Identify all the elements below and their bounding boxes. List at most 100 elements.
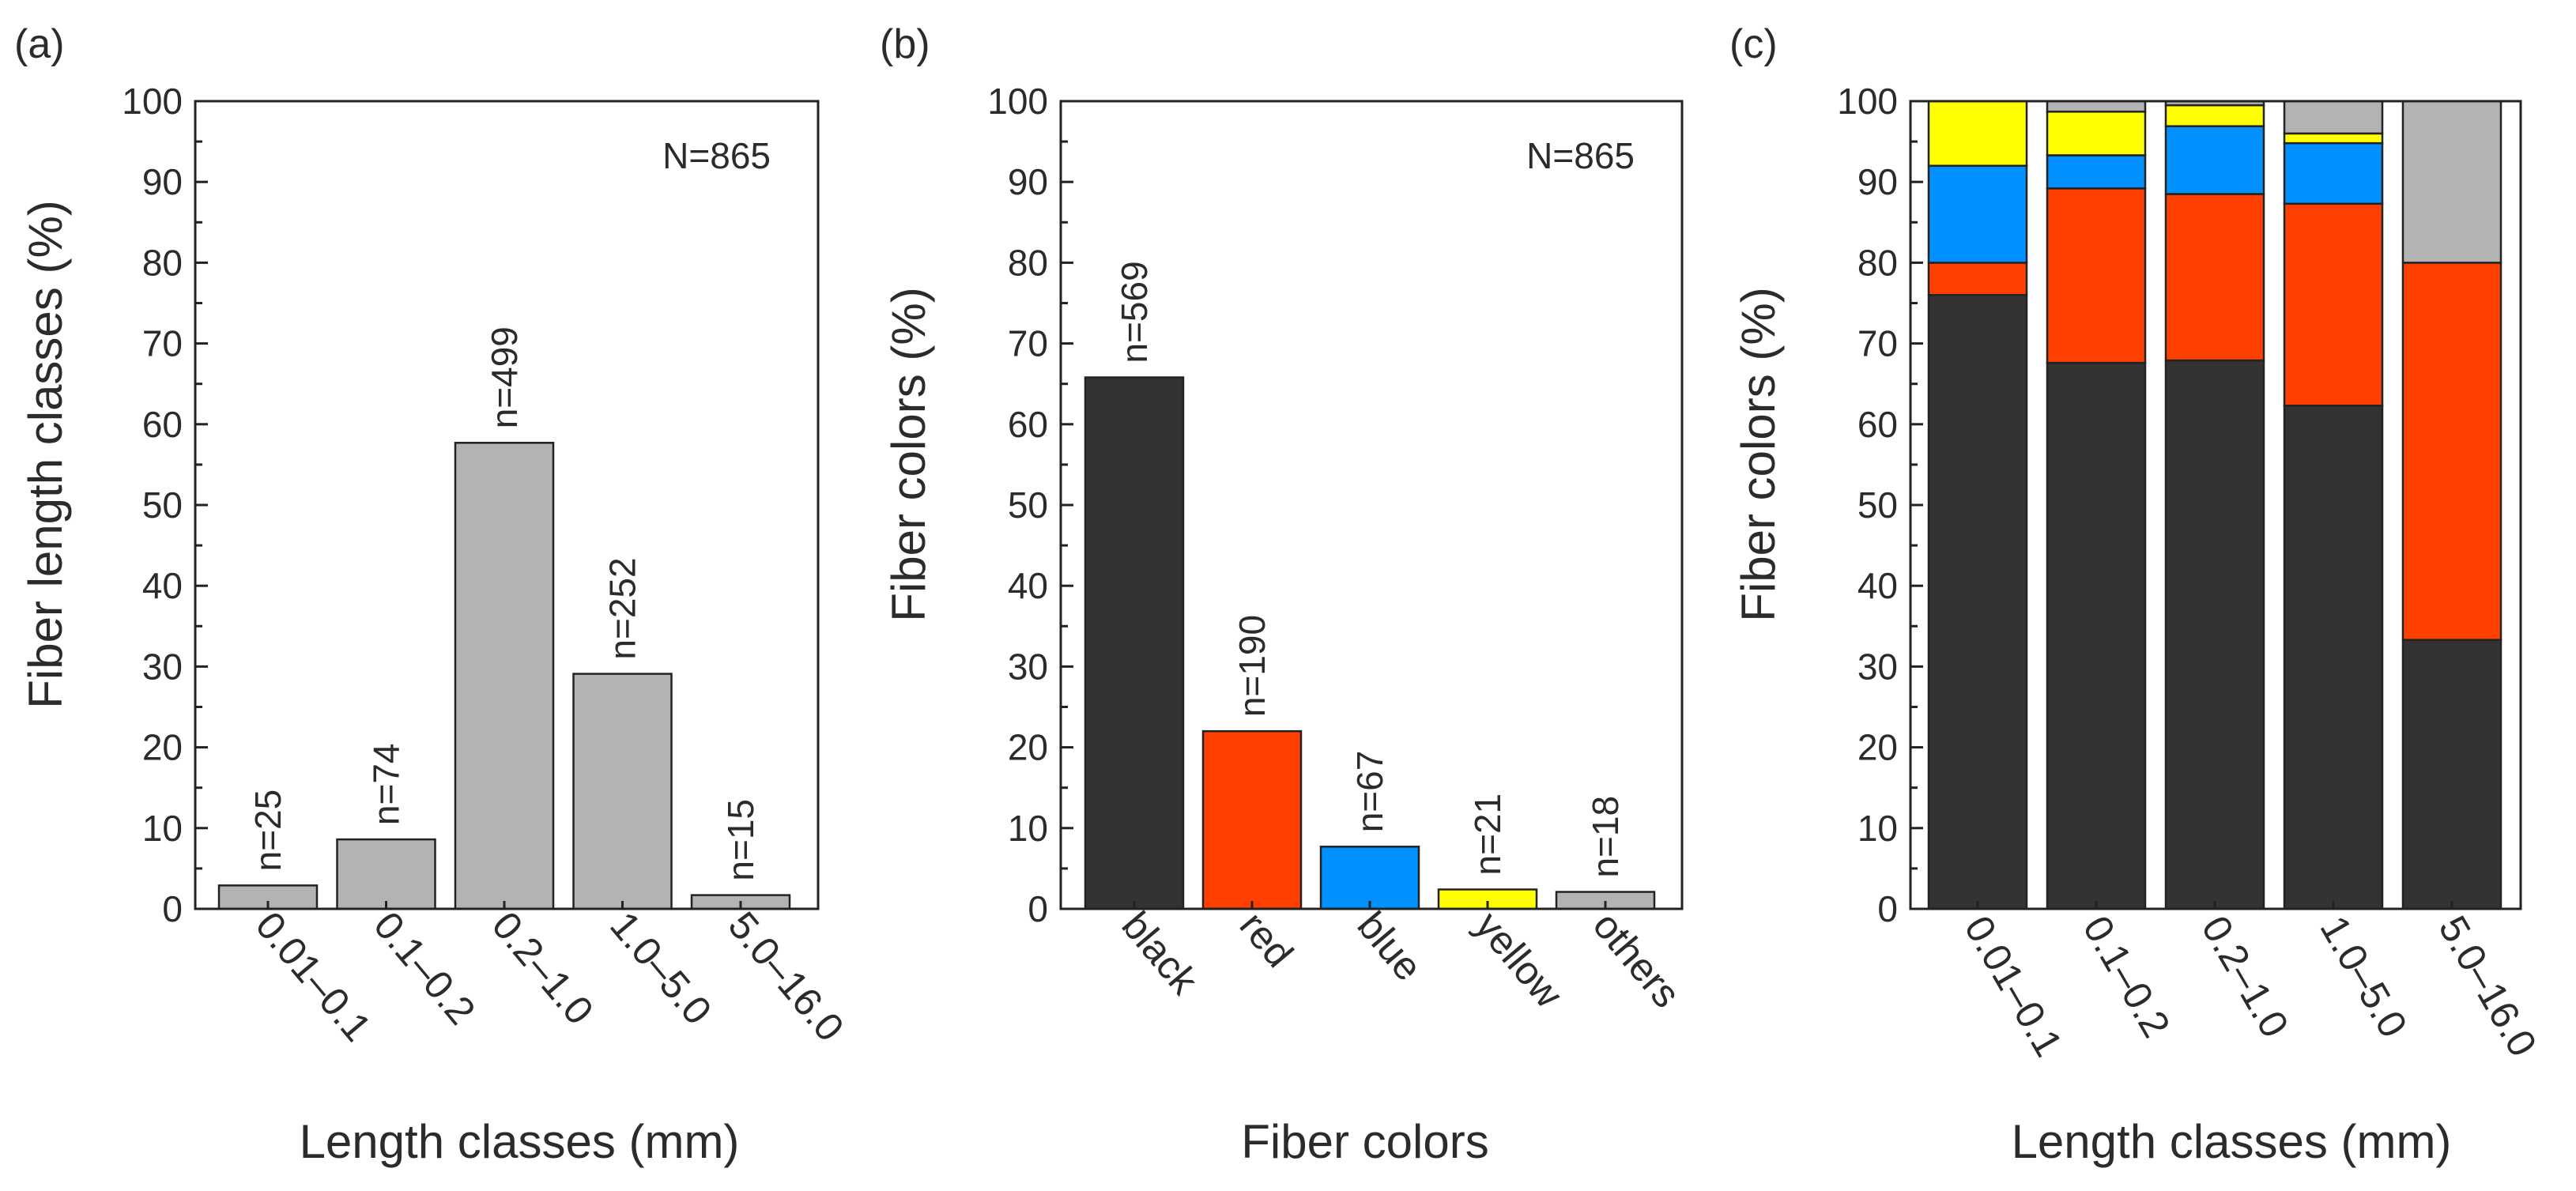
panel-b-label: (b) [880,21,930,67]
panel-c-bar-0-segment-blue [1927,164,2028,264]
panel-c-colors-by-length: (c) Fiber colors (%) Length classes (mm)… [1729,21,2545,1168]
panel-b-fiber-colors: (b) Fiber colors (%) N=865 Fiber colors … [880,21,1689,1168]
panel-a-x-tick-label: 0.1–0.2 [365,903,484,1033]
panel-b-y-tick-label: 50 [1008,484,1048,526]
panel-a-bar-labels: n=25 n=74 n=499 n=252 n=15 [247,326,761,881]
panel-a-plot-frame [194,100,820,910]
panel-a-bar-1 [336,838,436,910]
panel-c-y-tick-label: 80 [1858,242,1898,283]
panel-c-x-tick-label: 0.2–1.0 [2193,909,2297,1045]
panel-c-y-tick-label: 100 [1837,81,1898,122]
panel-a-bar-2 [454,442,555,910]
panel-b-bar-count-label-2: n=67 [1349,751,1390,833]
panel-b-x-tick-labels: black red blue yellow others [1114,901,1689,1016]
panel-a-y-tick-label: 40 [142,565,183,606]
panel-c-y-tick-labels: 0 10 20 30 40 50 60 70 80 90 100 [1837,81,1923,929]
panel-c-y-tick-label: 10 [1858,808,1898,849]
panel-c-bar-3-segment-blue [2283,141,2384,205]
panel-b-bar-count-label-1: n=190 [1231,615,1273,717]
panel-a-bar-count-label-3: n=252 [602,557,643,659]
panel-a-x-tick-label: 1.0–5.0 [602,903,720,1033]
panel-b-y-tick-label: 10 [1008,808,1048,849]
panel-c-ylabel: Fiber colors (%) [1732,287,1785,621]
panel-a-total-label: N=865 [662,135,771,176]
panel-b-bar-labels: n=569 n=190 n=67 n=21 n=18 [1114,261,1626,877]
panel-b-y-tick-label: 80 [1008,242,1048,283]
panel-b-ylabel: Fiber colors (%) [882,287,935,621]
panel-b-x-tick-label: yellow [1467,903,1572,1016]
panel-a-y-tick-label: 100 [122,81,183,122]
panel-b-y-tick-label: 70 [1008,323,1048,364]
panel-c-bar-1-segment-red [2046,187,2147,364]
panel-a-bar-3 [572,673,673,910]
panel-b-plot-frame [1059,100,1684,910]
panel-c-y-tick-label: 60 [1858,404,1898,445]
panel-a-bars [217,442,791,910]
panel-c-x-tick-label: 5.0–16.0 [2430,909,2545,1065]
panel-b-bar-2 [1319,846,1420,910]
panel-c-label: (c) [1729,21,1778,67]
panel-c-x-tick-label: 1.0–5.0 [2311,909,2416,1045]
panel-b-y-tick-label: 60 [1008,404,1048,445]
panel-c-bar-1-segment-others [2046,100,2147,113]
panel-a-ylabel: Fiber length classes (%) [19,200,72,709]
panel-b-x-tick-label: blue [1349,903,1431,989]
panel-a-bar-count-label-1: n=74 [366,743,407,825]
panel-c-plot-frame [1909,100,2522,910]
panel-c-bar-4-segment-others [2401,100,2502,264]
panel-c-bar-0-segment-red [1927,262,2028,296]
panel-b-y-tick-labels: 0 10 20 30 40 50 60 70 80 90 100 [987,81,1073,929]
panel-a-y-tick-labels: 0 10 20 30 40 50 60 70 80 90 100 [122,81,208,929]
panel-a-y-tick-label: 0 [162,888,183,929]
panel-c-bar-3-segment-red [2283,202,2384,407]
panel-c-bar-3-segment-black [2283,405,2384,910]
panel-a-y-tick-label: 30 [142,646,183,687]
panel-c-y-tick-label: 0 [1877,888,1898,929]
panel-b-y-tick-label: 40 [1008,565,1048,606]
panel-a-x-tick-label: 5.0–16.0 [720,903,853,1050]
panel-c-bar-0-segment-black [1927,294,2028,910]
panel-b-bar-count-label-4: n=18 [1585,796,1626,878]
panel-c-bar-1-segment-blue [2046,154,2147,190]
panel-c-y-tick-label: 70 [1858,323,1898,364]
panel-b-x-tick-label: red [1231,903,1302,975]
panel-a-x-tick-label: 0.2–1.0 [484,903,602,1033]
panel-a-bar-count-label-2: n=499 [484,326,525,428]
panel-c-y-tick-label: 40 [1858,565,1898,606]
panel-b-y-tick-label: 30 [1008,646,1048,687]
panel-c-stacked-bars [1927,100,2502,910]
panel-c-xlabel: Length classes (mm) [2012,1115,2452,1168]
panel-a-y-tick-label: 60 [142,404,183,445]
panel-c-bar-3-segment-yellow [2283,132,2384,145]
panel-a-label: (a) [14,21,65,67]
panel-c-bar-4-segment-black [2401,639,2502,910]
panel-a-x-tick-labels: 0.01–0.10.1–0.2 0.2–1.0 1.0–5.0 5.0–16.0 [247,901,853,1050]
panel-b-bar-count-label-3: n=21 [1467,793,1508,876]
panel-b-y-tick-label: 90 [1008,161,1048,202]
panel-c-y-tick-label: 30 [1858,646,1898,687]
panel-b-bar-count-label-0: n=569 [1114,261,1155,363]
panel-c-x-tick-labels: 0.01–0.1 0.1–0.2 0.2–1.0 1.0–5.0 5.0–16.0 [1956,901,2545,1064]
panel-c-bar-1-segment-black [2046,361,2147,910]
panel-b-x-tick-label: others [1585,903,1689,1016]
panel-b-y-tick-label: 0 [1028,888,1048,929]
panel-a-x-tick-label: 0.01–0.1 [247,903,380,1050]
panel-c-x-tick-label: 0.01–0.1 [1956,909,2071,1065]
panel-b-x-tick-label: black [1114,903,1208,1003]
panel-c-bar-1-segment-yellow [2046,111,2147,156]
panel-c-x-tick-label: 0.1–0.2 [2074,909,2178,1045]
panel-b-xlabel: Fiber colors [1241,1115,1488,1168]
panel-c-bar-2-segment-blue [2164,125,2265,195]
panel-c-bar-3-segment-others [2283,100,2384,135]
panel-a-y-tick-label: 50 [142,484,183,526]
panel-c-y-tick-label: 50 [1858,484,1898,526]
panel-b-total-label: N=865 [1526,135,1635,176]
panel-a-y-tick-label: 20 [142,727,183,768]
panel-a-bar-count-label-0: n=25 [247,790,289,872]
panel-b-y-tick-label: 100 [987,81,1048,122]
panel-a-y-tick-label: 10 [142,808,183,849]
panel-c-y-tick-label: 90 [1858,161,1898,202]
panel-a-xlabel: Length classes (mm) [300,1115,740,1168]
panel-c-y-tick-label: 20 [1858,727,1898,768]
